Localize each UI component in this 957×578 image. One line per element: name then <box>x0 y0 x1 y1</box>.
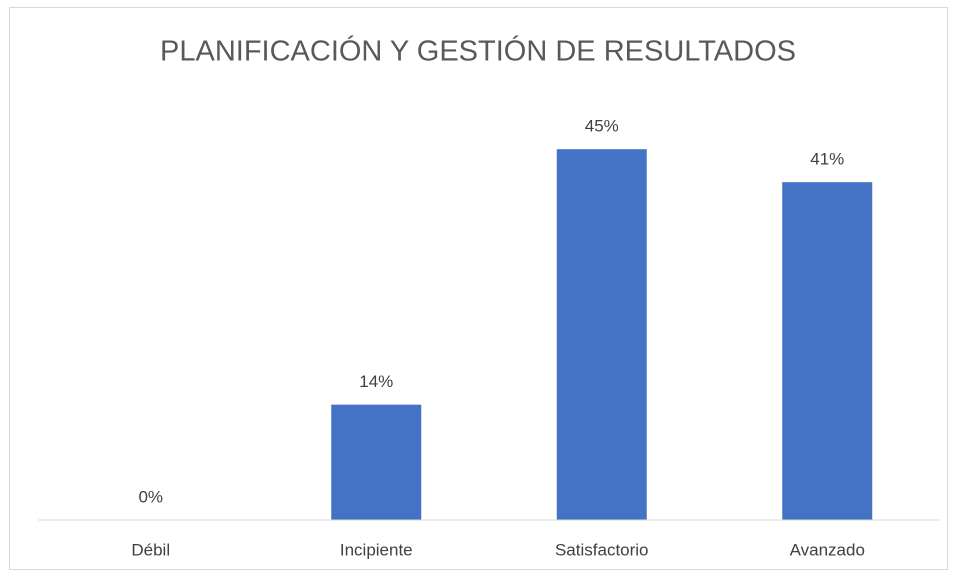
x-tick-label: Incipiente <box>340 540 413 559</box>
bar <box>556 149 647 520</box>
bar <box>331 404 422 520</box>
x-tick-label: Satisfactorio <box>555 540 649 559</box>
data-label: 41% <box>810 150 844 169</box>
x-tick-label: Avanzado <box>790 540 865 559</box>
chart-title: PLANIFICACIÓN Y GESTIÓN DE RESULTADOS <box>160 35 796 68</box>
data-label: 45% <box>585 117 619 136</box>
data-label: 14% <box>359 372 393 391</box>
bar <box>782 182 873 520</box>
x-tick-label: Débil <box>131 540 170 559</box>
data-label: 0% <box>138 487 163 506</box>
